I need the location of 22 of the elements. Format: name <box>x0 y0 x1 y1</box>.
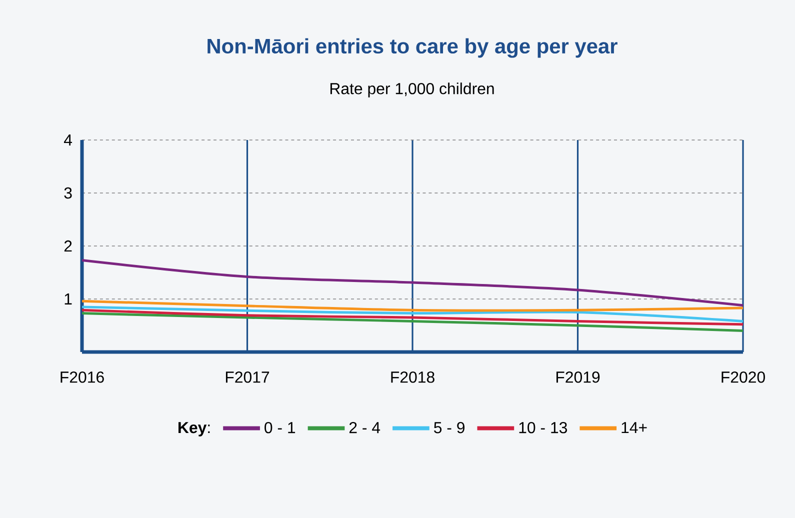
legend-label: 2 - 4 <box>349 422 380 434</box>
x-tick-label: F2017 <box>226 372 270 383</box>
y-tick-label: 4 <box>64 134 72 146</box>
x-tick-label: F2020 <box>722 372 765 383</box>
x-tick-label: F2019 <box>556 372 600 383</box>
line-series <box>80 300 744 312</box>
y-tick-label: 3 <box>64 187 72 199</box>
x-tick-label: F2018 <box>391 372 434 383</box>
line-series <box>80 312 744 332</box>
y-tick-label: 2 <box>64 240 72 252</box>
x-tick-label: F2016 <box>60 372 104 383</box>
line-series <box>80 308 744 326</box>
line-series <box>80 306 744 322</box>
y-tick-label: 1 <box>64 294 72 304</box>
legend-title: Key: <box>178 422 210 436</box>
legend-label: 5 - 9 <box>434 422 464 434</box>
legend-label: 0 - 1 <box>264 422 296 434</box>
chart-subtitle: Rate per 1,000 children <box>330 82 494 98</box>
line-series <box>80 259 744 307</box>
chart-title: Non-Māori entries to care by age per year <box>208 38 618 58</box>
legend-label: 10 - 13 <box>519 422 567 434</box>
legend-label: 14+ <box>622 422 647 434</box>
